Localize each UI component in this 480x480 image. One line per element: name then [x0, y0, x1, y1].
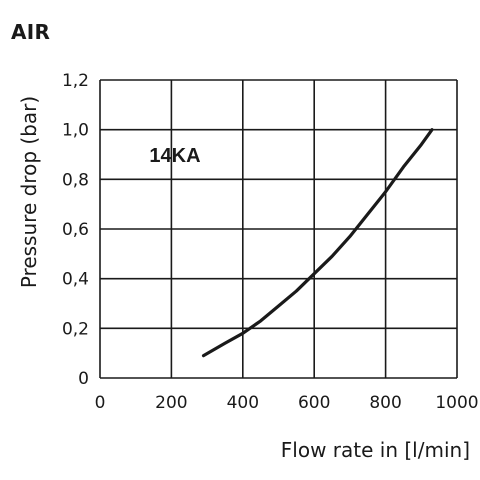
y-tick-label: 0,6 — [62, 220, 89, 240]
data-point — [260, 320, 262, 322]
x-tick-label: 600 — [298, 393, 330, 413]
page-title: AIR — [11, 20, 51, 44]
data-point — [242, 332, 244, 334]
x-tick-label: 800 — [369, 393, 401, 413]
data-point — [385, 191, 387, 193]
data-point — [224, 342, 226, 344]
x-axis-title: Flow rate in [l/min] — [281, 438, 470, 462]
y-tick-label: 0,4 — [62, 270, 89, 290]
data-point — [331, 255, 333, 257]
series-annotation-label: 14KA — [149, 145, 200, 167]
data-point — [367, 213, 369, 215]
x-tick-label: 400 — [227, 393, 259, 413]
y-tick-label: 1,2 — [62, 71, 89, 91]
y-tick-label: 0 — [78, 369, 89, 389]
y-tick-label: 0,2 — [62, 319, 89, 339]
y-tick-label: 1,0 — [62, 121, 89, 141]
x-tick-label: 1000 — [435, 393, 478, 413]
x-tick-label: 200 — [155, 393, 187, 413]
data-point — [313, 273, 315, 275]
y-tick-label: 0,8 — [62, 170, 89, 190]
data-point — [349, 235, 351, 237]
data-point — [278, 305, 279, 307]
data-point — [295, 290, 297, 292]
data-point — [203, 355, 205, 357]
y-axis-title: Pressure drop (bar) — [17, 96, 41, 288]
data-point — [420, 144, 422, 146]
series-line-14ka — [201, 128, 434, 358]
data-point — [431, 129, 433, 131]
x-tick-label: 0 — [95, 393, 106, 413]
data-point — [402, 166, 404, 168]
